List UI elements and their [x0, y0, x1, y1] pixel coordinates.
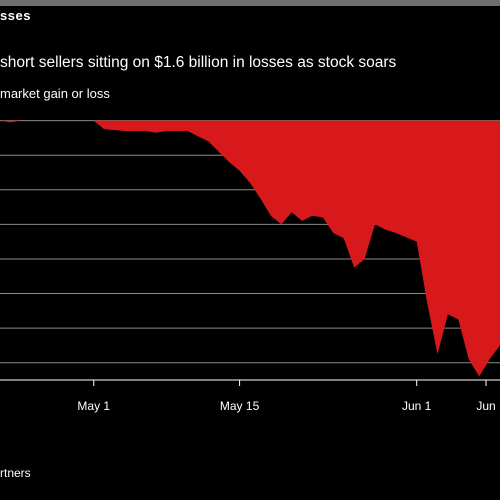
x-tick-label: May 1	[77, 399, 110, 413]
chart-kicker: sses	[0, 8, 31, 23]
loss-area-path	[0, 120, 500, 377]
x-axis: May 1 May 15 Jun 1 Jun	[0, 379, 500, 413]
x-tick-label: Jun 1	[402, 399, 432, 413]
x-tick-label: May 15	[220, 399, 260, 413]
loss-area	[0, 120, 500, 377]
chart-subtitle: market gain or loss	[0, 86, 110, 101]
header-bar	[0, 0, 500, 6]
chart-source: rtners	[0, 466, 31, 480]
x-tick-label: Jun	[476, 399, 495, 413]
chart-title: short sellers sitting on $1.6 billion in…	[0, 54, 397, 71]
